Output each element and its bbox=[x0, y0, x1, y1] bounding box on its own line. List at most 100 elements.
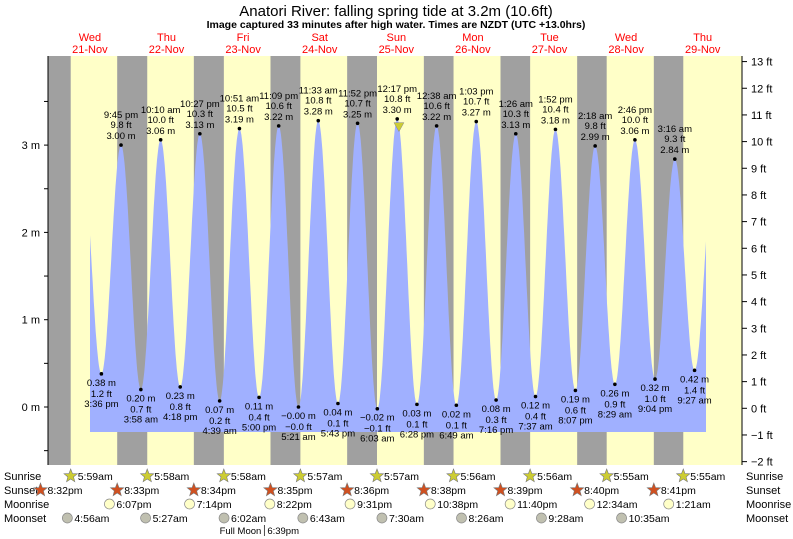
day-date-label: 23-Nov bbox=[225, 44, 261, 56]
high-tide-time: 2:46 pm bbox=[618, 105, 652, 116]
high-tide-height-ft: 9.8 ft bbox=[110, 120, 131, 131]
high-tide-height-m: 3.06 m bbox=[146, 126, 175, 137]
moonset-icon bbox=[61, 512, 73, 524]
low-tide-time: 5:43 pm bbox=[321, 429, 355, 440]
high-tide-height-m: 3.19 m bbox=[225, 115, 254, 126]
low-tide-time: 3:36 pm bbox=[84, 399, 118, 410]
low-tide-height-m: 0.19 m bbox=[561, 394, 590, 405]
low-tide-point bbox=[375, 406, 380, 411]
high-tide-height-m: 3.28 m bbox=[304, 107, 333, 118]
low-tide-time: 9:27 am bbox=[677, 395, 711, 406]
current-tide-marker bbox=[393, 122, 405, 133]
sunrise-icon bbox=[446, 468, 462, 483]
low-tide-time: 3:58 am bbox=[124, 415, 158, 426]
right-tick-label: 0 ft bbox=[751, 403, 766, 415]
day-date-label: 27-Nov bbox=[532, 44, 568, 56]
moonset-row-label-right: Moonset bbox=[746, 513, 788, 525]
sunset-icon bbox=[646, 482, 662, 497]
high-tide-height-m: 3.18 m bbox=[541, 115, 570, 126]
high-tide-height-ft: 10.5 ft bbox=[226, 104, 253, 115]
sunrise-row-label-right: Sunrise bbox=[746, 471, 783, 483]
low-tide-height-m: 0.20 m bbox=[126, 394, 155, 405]
left-tick-label: 1 m bbox=[22, 315, 40, 327]
sunrise-icon bbox=[292, 468, 308, 483]
high-tide-height-ft: 10.3 ft bbox=[503, 109, 530, 120]
high-tide-height-ft: 10.8 ft bbox=[384, 94, 411, 105]
high-tide-height-ft: 10.8 ft bbox=[305, 96, 332, 107]
sunrise-time: 5:58am bbox=[154, 471, 189, 483]
low-tide-height-m: 0.11 m bbox=[245, 401, 273, 412]
right-tick-label: −1 ft bbox=[751, 430, 773, 442]
tide-curve bbox=[90, 119, 706, 432]
high-tide-point bbox=[198, 131, 202, 136]
sunrise-time: 5:59am bbox=[78, 471, 113, 483]
low-tide-height-m: 0.42 m bbox=[680, 374, 709, 385]
high-tide-point bbox=[593, 144, 597, 148]
sunset-row-label-left: Sunset bbox=[4, 485, 38, 497]
tide-area bbox=[90, 119, 706, 432]
sunrise-time: 5:56am bbox=[461, 471, 496, 483]
low-tide-height-m: 0.38 m bbox=[87, 378, 116, 389]
high-tide-height-m: 3.30 m bbox=[383, 105, 412, 116]
moonset-time: 6:02am bbox=[231, 513, 266, 525]
moonset-time: 8:26am bbox=[469, 513, 504, 525]
high-tide-point bbox=[395, 117, 400, 121]
high-tide-time: 12:38 am bbox=[417, 91, 457, 102]
moonrise-icon bbox=[424, 498, 436, 510]
right-tick-label: 13 ft bbox=[751, 57, 772, 69]
low-tide-height-ft: −0.1 ft bbox=[364, 424, 391, 435]
high-tide-point bbox=[316, 118, 321, 123]
low-tide-point bbox=[296, 405, 301, 409]
high-tide-time: 3:16 am bbox=[658, 124, 692, 135]
high-tide-height-ft: 9.3 ft bbox=[664, 134, 685, 145]
low-tide-point bbox=[692, 368, 697, 373]
high-tide-time: 12:17 pm bbox=[377, 84, 417, 95]
sunset-time: 8:34pm bbox=[201, 485, 236, 497]
left-tick-label: 3 m bbox=[22, 140, 40, 152]
low-tide-time: 6:28 pm bbox=[400, 429, 434, 440]
high-tide-point bbox=[513, 131, 518, 136]
low-tide-height-m: 0.03 m bbox=[402, 408, 431, 419]
low-tide-time: 5:00 pm bbox=[242, 422, 276, 433]
sunrise-icon bbox=[139, 468, 155, 483]
sunrise-time: 5:57am bbox=[307, 471, 342, 483]
moonrise-time: 6:07pm bbox=[116, 499, 151, 511]
day-date-label: 28-Nov bbox=[608, 44, 644, 56]
moonrise-time: 7:14pm bbox=[197, 499, 232, 511]
low-tide-height-m: 0.08 m bbox=[482, 404, 511, 415]
sunset-icon bbox=[569, 482, 585, 497]
moonrise-time: 8:22pm bbox=[277, 499, 312, 511]
low-tide-height-m: 0.23 m bbox=[166, 391, 195, 402]
moonset-icon bbox=[218, 512, 230, 524]
moonset-time: 6:43am bbox=[310, 513, 345, 525]
low-tide-height-ft: 0.4 ft bbox=[248, 412, 269, 423]
low-tide-height-ft: 0.1 ft bbox=[327, 419, 348, 430]
high-tide-height-m: 3.27 m bbox=[462, 108, 491, 119]
day-name-label: Thu bbox=[157, 32, 176, 44]
sunset-time: 8:36pm bbox=[354, 485, 389, 497]
high-tide-point bbox=[237, 126, 242, 131]
day-date-label: 29-Nov bbox=[685, 44, 721, 56]
low-tide-point bbox=[415, 402, 419, 407]
moonset-icon bbox=[616, 512, 627, 524]
moonrise-icon bbox=[264, 498, 276, 510]
high-tide-height-ft: 10.4 ft bbox=[542, 104, 569, 115]
right-tick-label: 5 ft bbox=[751, 270, 766, 282]
extreme-labels: 0.38 m1.2 ft3:36 pm9:45 pm9.8 ft3.00 m0.… bbox=[84, 84, 712, 445]
low-tide-point bbox=[139, 387, 143, 392]
sunset-icon bbox=[33, 482, 49, 497]
day-date-label: 24-Nov bbox=[302, 44, 338, 56]
right-tick-label: 11 ft bbox=[751, 110, 772, 122]
moonset-time: 9:28am bbox=[548, 513, 583, 525]
high-tide-height-ft: 9.8 ft bbox=[585, 121, 606, 132]
sunset-time: 8:32pm bbox=[48, 485, 83, 497]
low-tide-time: 6:49 am bbox=[439, 430, 473, 441]
moonset-time: 4:56am bbox=[74, 513, 109, 525]
high-tide-point bbox=[673, 157, 677, 161]
sunset-time: 8:41pm bbox=[661, 485, 696, 497]
high-tide-point bbox=[633, 138, 637, 142]
sunrise-icon bbox=[599, 468, 615, 483]
right-tick-label: 9 ft bbox=[751, 163, 766, 175]
moonrise-time: 1:21am bbox=[676, 499, 711, 511]
low-tide-point bbox=[573, 388, 578, 393]
